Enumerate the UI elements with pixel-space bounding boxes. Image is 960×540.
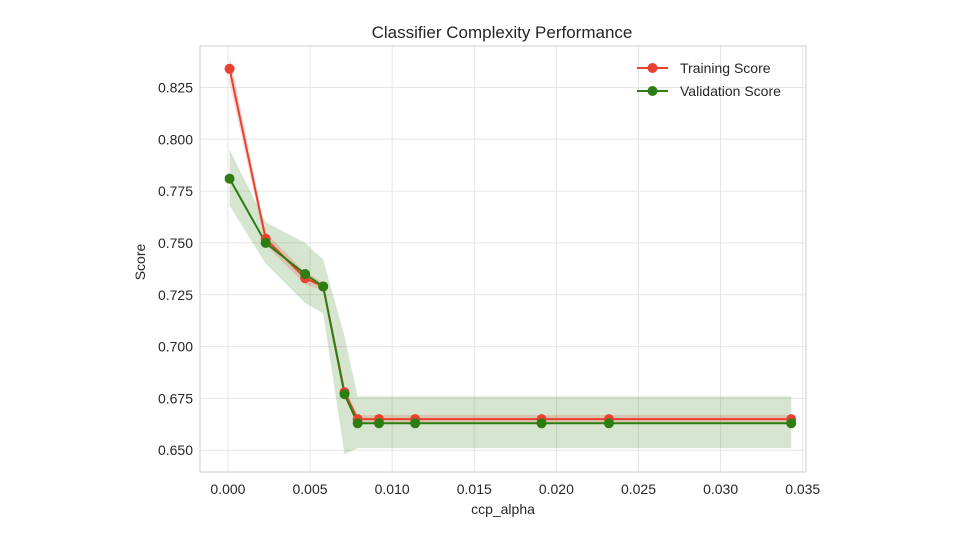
y-tick-label: 0.775	[158, 183, 193, 199]
training-score-point	[224, 63, 235, 74]
validation-score-point	[603, 418, 614, 429]
x-tick-label: 0.015	[457, 481, 492, 497]
y-tick-label: 0.675	[158, 390, 193, 406]
x-tick-label: 0.020	[539, 481, 574, 497]
validation-score-point	[352, 418, 363, 429]
y-tick-label: 0.750	[158, 235, 193, 251]
validation-score-point	[536, 418, 547, 429]
validation-score-point	[224, 173, 235, 184]
validation-score-point	[786, 418, 797, 429]
series-points	[224, 63, 797, 429]
validation-score-point	[260, 237, 271, 248]
legend-marker-training-score	[647, 63, 658, 73]
training-score-band	[229, 54, 792, 424]
validation-score-point	[318, 281, 329, 292]
x-tick-label: 0.035	[785, 481, 820, 497]
series-lines	[228, 68, 792, 425]
legend: Training Score Validation Score	[637, 60, 781, 99]
validation-score-point	[410, 418, 421, 429]
x-axis-ticks: 0.000 0.005 0.010 0.015 0.020 0.025 0.030 0.035	[210, 481, 820, 497]
validation-score-point	[300, 269, 311, 280]
y-tick-label: 0.700	[158, 339, 193, 355]
x-tick-label: 0.005	[293, 481, 328, 497]
legend-label-validation-score: Validation Score	[680, 83, 781, 99]
y-tick-label: 0.825	[158, 79, 193, 95]
confidence-bands	[229, 54, 792, 455]
training-score-line	[228, 68, 792, 421]
y-axis-label: Score	[132, 244, 148, 281]
grid	[200, 46, 806, 472]
x-tick-label: 0.010	[375, 481, 410, 497]
y-tick-label: 0.650	[158, 442, 193, 458]
y-tick-label: 0.725	[158, 287, 193, 303]
validation-score-point	[339, 389, 350, 400]
validation-score-band	[229, 149, 792, 455]
legend-marker-validation-score	[647, 86, 658, 96]
x-tick-label: 0.030	[703, 481, 738, 497]
x-axis-label: ccp_alpha	[471, 501, 535, 517]
legend-label-training-score: Training Score	[680, 60, 771, 76]
chart-title: Classifier Complexity Performance	[372, 23, 633, 42]
y-tick-label: 0.800	[158, 131, 193, 147]
y-axis-ticks: 0.650 0.675 0.700 0.725 0.750 0.775 0.800 0.825	[158, 79, 193, 458]
validation-score-point	[374, 418, 385, 429]
x-tick-label: 0.000	[210, 481, 245, 497]
plot-frame	[199, 45, 807, 473]
x-tick-label: 0.025	[621, 481, 656, 497]
